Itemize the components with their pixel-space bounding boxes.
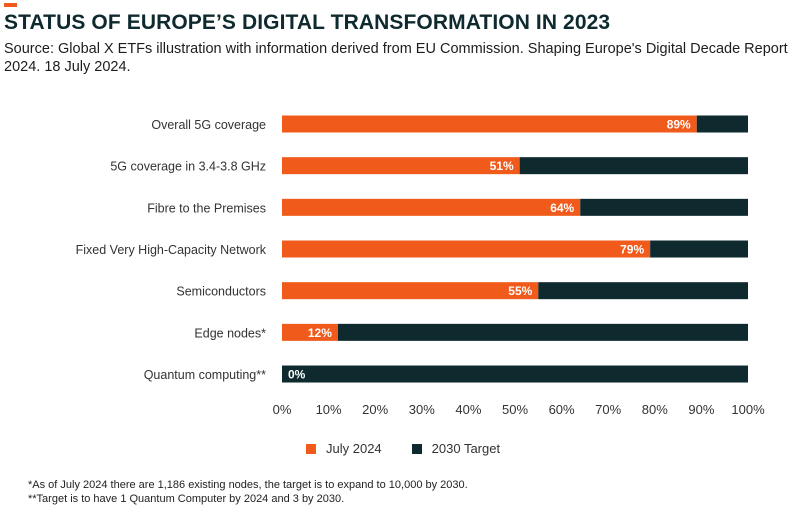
x-tick-label-3: 30% <box>409 402 435 417</box>
data-label-quantum-computing: 0% <box>288 368 306 382</box>
x-tick-label-1: 10% <box>316 402 342 417</box>
bar-5g-coverage-in-3-4-3-8-ghz-july-2024 <box>282 157 520 175</box>
category-label-5g-coverage-in-3-4-3-8-ghz: 5G coverage in 3.4-3.8 GHz <box>110 160 266 174</box>
x-tick-label-4: 40% <box>455 402 481 417</box>
bar-semiconductors-july-2024 <box>282 282 539 300</box>
bar-edge-nodes-2030-target <box>337 323 748 341</box>
page-title: STATUS OF EUROPE’S DIGITAL TRANSFORMATIO… <box>4 11 611 34</box>
stacked-bar-chart: Overall 5G coverage 89% 5G coverage in 3.4… <box>76 115 765 417</box>
x-tick-label-9: 90% <box>688 402 714 417</box>
title-accent-bar <box>4 3 17 7</box>
bar-overall-5g-coverage-july-2024 <box>282 115 697 133</box>
data-label-semiconductors: 55% <box>508 284 532 298</box>
x-tick-label-8: 80% <box>642 402 668 417</box>
bar-fixed-very-high-capacity-network-2030-target <box>650 240 748 258</box>
legend-label-july-2024: July 2024 <box>326 441 382 456</box>
legend-label-2030-target: 2030 Target <box>431 441 501 456</box>
bar-quantum-computing-2030-target <box>282 365 748 383</box>
footnote-edge-nodes: *As of July 2024 there are 1,186 existin… <box>28 479 468 491</box>
data-label-overall-5g-coverage: 89% <box>667 118 691 132</box>
category-label-fibre-to-the-premises: Fibre to the Premises <box>147 201 266 215</box>
footnotes: *As of July 2024 there are 1,186 existin… <box>28 478 468 506</box>
x-tick-label-2: 20% <box>362 402 388 417</box>
page-subtitle: Source: Global X ETFs illustration with … <box>4 41 788 75</box>
chart-legend: July 2024 2030 Target <box>306 441 530 456</box>
bar-5g-coverage-in-3-4-3-8-ghz-2030-target <box>519 157 748 175</box>
x-tick-label-7: 70% <box>595 402 621 417</box>
x-tick-label-6: 60% <box>549 402 575 417</box>
footnote-quantum: **Target is to have 1 Quantum Computer b… <box>28 493 345 505</box>
data-label-5g-coverage-in-3-4-3-8-ghz: 51% <box>490 159 514 173</box>
bar-fixed-very-high-capacity-network-july-2024 <box>282 240 651 258</box>
bar-fibre-to-the-premises-2030-target <box>580 198 748 216</box>
legend-swatch-july-2024 <box>306 443 316 454</box>
bar-semiconductors-2030-target <box>538 282 748 300</box>
x-tick-label-0: 0% <box>273 402 292 417</box>
data-label-fibre-to-the-premises: 64% <box>550 201 574 215</box>
legend-item-2030-target: 2030 Target <box>411 441 501 456</box>
category-label-overall-5g-coverage: Overall 5G coverage <box>151 118 266 132</box>
category-label-semiconductors: Semiconductors <box>176 285 266 299</box>
x-tick-label-10: 100% <box>731 402 765 417</box>
legend-item-july-2024: July 2024 <box>306 441 382 456</box>
bar-overall-5g-coverage-2030-target <box>696 115 748 133</box>
bar-edge-nodes-july-2024 <box>282 323 338 341</box>
bar-fibre-to-the-premises-july-2024 <box>282 198 581 216</box>
data-label-fixed-very-high-capacity-network: 79% <box>620 243 644 257</box>
category-label-fixed-very-high-capacity-network: Fixed Very High-Capacity Network <box>76 243 267 257</box>
category-label-quantum-computing: Quantum computing** <box>144 368 266 382</box>
category-label-edge-nodes: Edge nodes* <box>194 326 266 340</box>
x-tick-label-5: 50% <box>502 402 528 417</box>
legend-swatch-2030-target <box>411 443 422 454</box>
data-label-edge-nodes: 12% <box>308 326 332 340</box>
